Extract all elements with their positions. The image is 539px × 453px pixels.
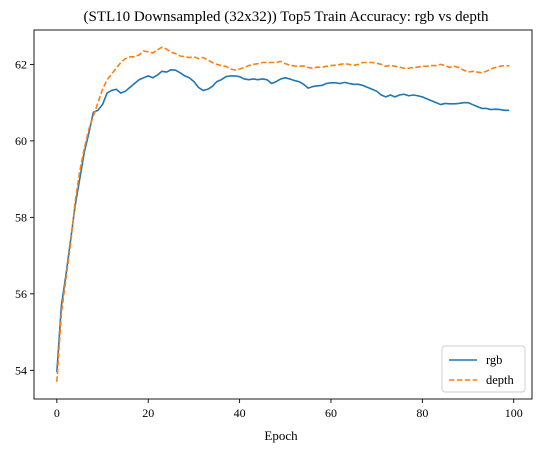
y-tick-label: 60	[15, 134, 27, 148]
axes-frame	[33, 29, 533, 400]
y-tick-label: 56	[15, 287, 27, 301]
x-axis-label: Epoch	[264, 428, 298, 443]
y-tick-label: 58	[15, 210, 27, 224]
x-tick-label: 80	[416, 406, 428, 420]
legend-label-depth: depth	[486, 373, 515, 387]
x-tick-label: 100	[505, 406, 523, 420]
chart-title: (STL10 Downsampled (32x32)) Top5 Train A…	[83, 9, 489, 25]
legend-label-rgb: rgb	[486, 353, 502, 367]
series-line-rgb	[56, 68, 510, 373]
axes: 0 20 40 60 80 100 54 56 58 60 62	[15, 29, 533, 420]
x-tick-label: 60	[325, 406, 337, 420]
series-line-depth	[56, 46, 510, 382]
x-tick-label: 0	[54, 406, 60, 420]
legend-box	[441, 345, 526, 393]
plot-area	[56, 46, 510, 382]
y-tick-label: 62	[15, 57, 27, 71]
y-tick-label: 54	[15, 363, 27, 377]
x-tick-label: 20	[142, 406, 154, 420]
legend: rgb depth	[441, 345, 526, 393]
x-tick-label: 40	[234, 406, 246, 420]
